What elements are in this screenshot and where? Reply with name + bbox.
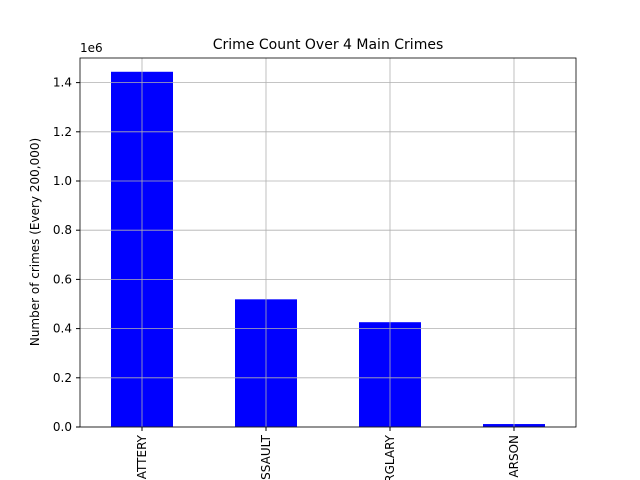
y-tick-label: 1.2 [53, 125, 72, 139]
y-tick-label: 0.8 [53, 223, 72, 237]
y-axis-label: Number of crimes (Every 200,000) [28, 138, 42, 346]
x-tick-label: BATTERY [135, 434, 149, 480]
y-offset-label: 1e6 [80, 41, 103, 55]
y-tick-label: 1.0 [53, 174, 72, 188]
chart-title: Crime Count Over 4 Main Crimes [213, 37, 443, 53]
y-tick-label: 0.6 [53, 272, 72, 286]
y-tick-label: 0.4 [53, 322, 72, 336]
y-tick-label: 0.2 [53, 371, 72, 385]
y-tick-label: 0.0 [53, 420, 72, 434]
y-tick-label: 1.4 [53, 76, 72, 90]
x-tick-label: BURGLARY [383, 434, 397, 480]
x-tick-label: ASSAULT [259, 434, 273, 480]
plot-frame [79, 57, 577, 428]
x-tick-label: ARSON [507, 435, 521, 478]
